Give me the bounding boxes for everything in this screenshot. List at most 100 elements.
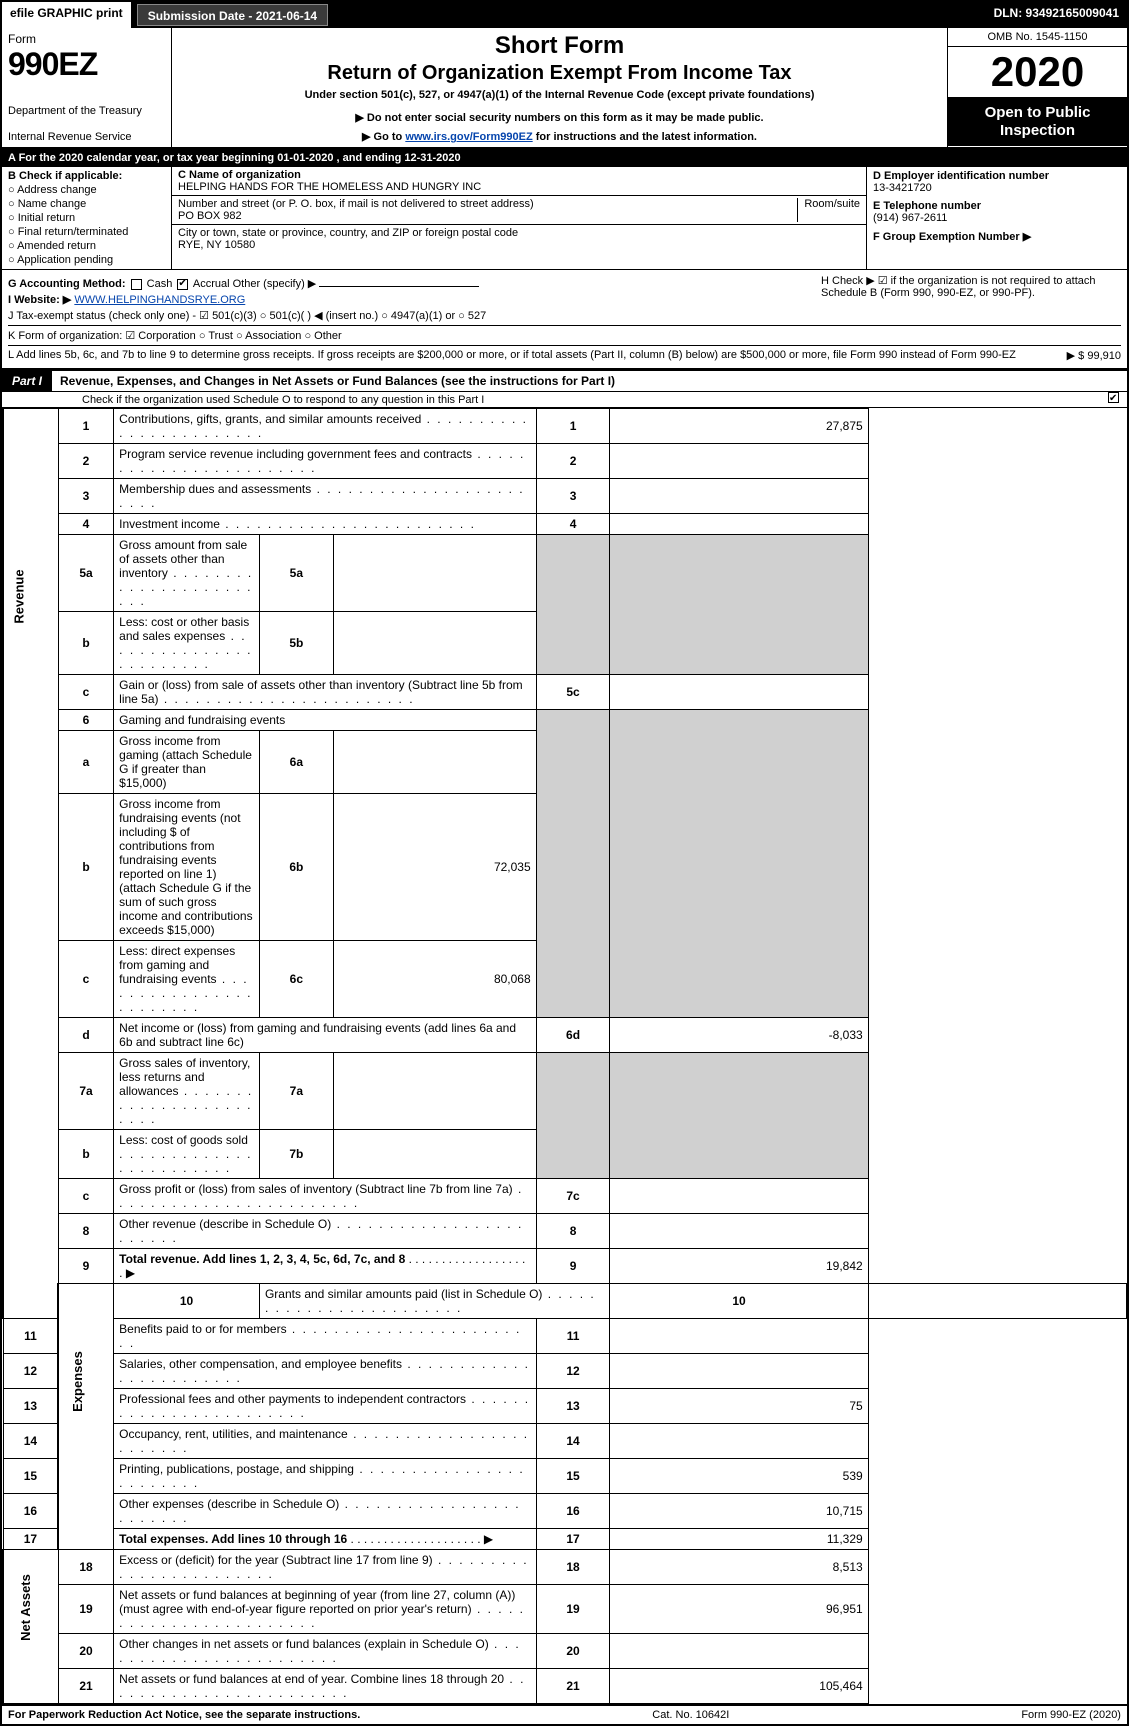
ln21-amt: 105,464 [610,1669,868,1704]
check-o-box-wrap [1108,392,1119,407]
footer-left: For Paperwork Reduction Act Notice, see … [8,1709,360,1721]
ln19-amt: 96,951 [610,1585,868,1634]
ln5ab-grey-amt [610,535,868,675]
c-name-label: C Name of organization [178,169,301,181]
ln6c-no: c [58,941,113,1018]
ln1-ref: 1 [536,409,610,444]
dept-irs: Internal Revenue Service [8,131,165,143]
ln5ab-grey [536,535,610,675]
ln16-amt: 10,715 [610,1494,868,1529]
ln7c-no: c [58,1179,113,1214]
efile-graphic-print[interactable]: efile GRAPHIC print [2,2,133,28]
form-990ez-page: efile GRAPHIC print Submission Date - 20… [0,0,1129,1726]
room-suite-label: Room/suite [797,198,860,222]
schedule-o-checkbox[interactable] [1108,392,1119,403]
ln12-no: 12 [3,1354,58,1389]
org-name: HELPING HANDS FOR THE HOMELESS AND HUNGR… [178,181,481,193]
b-name-change[interactable]: Name change [8,198,165,210]
line-j: J Tax-exempt status (check only one) - ☑… [8,309,1121,322]
ln15-ref: 15 [536,1459,610,1494]
b-amended-return[interactable]: Amended return [8,240,165,252]
l-text: L Add lines 5b, 6c, and 7b to line 9 to … [8,349,1016,361]
ln9-amt: 19,842 [610,1249,868,1284]
ssn-warning: ▶ Do not enter social security numbers o… [180,111,939,124]
ln6d-no: d [58,1018,113,1053]
ln6c-mid: 6c [259,941,333,1018]
ln8-amt [610,1214,868,1249]
footer-right: Form 990-EZ (2020) [1021,1709,1121,1721]
c-street-label: Number and street (or P. O. box, if mail… [178,198,534,210]
short-form-title: Short Form [180,32,939,60]
ln1-amt: 27,875 [610,409,868,444]
ln20-ref: 20 [536,1634,610,1669]
ln6a-sub [333,731,536,794]
ln7c-desc: Gross profit or (loss) from sales of inv… [114,1179,537,1214]
part-i-tab: Part I [2,371,52,391]
ln5a-no: 5a [58,535,113,612]
ln14-no: 14 [3,1424,58,1459]
c-city-row: City or town, state or province, country… [172,225,866,253]
g-cash-checkbox[interactable] [131,279,142,290]
section-b: B Check if applicable: Address change Na… [2,167,172,269]
ln6d-ref: 6d [536,1018,610,1053]
ln5c-amt [610,675,868,710]
top-bar: efile GRAPHIC print Submission Date - 20… [2,2,1127,28]
ln10-amt [868,1284,1126,1319]
b-final-return[interactable]: Final return/terminated [8,226,165,238]
ln11-amt [610,1319,868,1354]
website-link[interactable]: WWW.HELPINGHANDSRYE.ORG [74,294,245,306]
g-accrual-checkbox[interactable] [177,279,188,290]
ein-value: 13-3421720 [873,182,1121,194]
ln8-desc: Other revenue (describe in Schedule O) [114,1214,537,1249]
ln2-ref: 2 [536,444,610,479]
ln21-desc: Net assets or fund balances at end of ye… [114,1669,537,1704]
ln6d-desc: Net income or (loss) from gaming and fun… [114,1018,537,1053]
ln3-amt [610,479,868,514]
ln11-ref: 11 [536,1319,610,1354]
goto-line: ▶ Go to www.irs.gov/Form990EZ for instru… [180,130,939,143]
line-l: L Add lines 5b, 6c, and 7b to line 9 to … [8,345,1121,361]
g-cash: Cash [147,278,173,290]
goto-post: for instructions and the latest informat… [533,131,757,143]
ln19-ref: 19 [536,1585,610,1634]
ln3-desc: Membership dues and assessments [114,479,537,514]
form-label: Form [8,32,165,46]
ln7a-no: 7a [58,1053,113,1130]
ln7b-mid: 7b [259,1130,333,1179]
ln9-no: 9 [58,1249,113,1284]
ln1-desc: Contributions, gifts, grants, and simila… [114,409,537,444]
part-i-title: Revenue, Expenses, and Changes in Net As… [52,371,623,391]
ln7ab-grey-amt [610,1053,868,1179]
b-initial-return[interactable]: Initial return [8,212,165,224]
goto-link[interactable]: www.irs.gov/Form990EZ [405,131,532,143]
netassets-side-label: Net Assets [3,1550,58,1704]
g-other-blank[interactable] [319,286,479,287]
ln21-no: 21 [58,1669,113,1704]
org-street: PO BOX 982 [178,210,242,222]
ln5b-desc: Less: cost or other basis and sales expe… [114,612,260,675]
ln7b-no: b [58,1130,113,1179]
line-h: H Check ▶ ☑ if the organization is not r… [821,274,1121,299]
ln7ab-grey [536,1053,610,1179]
b-address-change[interactable]: Address change [8,184,165,196]
b-label: B Check if applicable: [8,170,165,182]
ln2-amt [610,444,868,479]
ln6-desc: Gaming and fundraising events [114,710,537,731]
form-number: 990EZ [8,46,165,83]
ln6-grey [536,710,610,1018]
omb-number: OMB No. 1545-1150 [948,28,1127,47]
ln3-ref: 3 [536,479,610,514]
g-accrual: Accrual [193,278,230,290]
ln5a-mid: 5a [259,535,333,612]
l-amount: ▶ $ 99,910 [1067,349,1121,362]
c-street-row: Number and street (or P. O. box, if mail… [172,196,866,225]
ln6b-mid: 6b [259,794,333,941]
b-application-pending[interactable]: Application pending [8,254,165,266]
revenue-side-label: Revenue [3,409,58,1319]
ln15-amt: 539 [610,1459,868,1494]
ln14-amt [610,1424,868,1459]
ln17-no: 17 [3,1529,58,1550]
expenses-side-label: Expenses [58,1284,113,1550]
submission-date: Submission Date - 2021-06-14 [137,4,328,26]
ln4-no: 4 [58,514,113,535]
